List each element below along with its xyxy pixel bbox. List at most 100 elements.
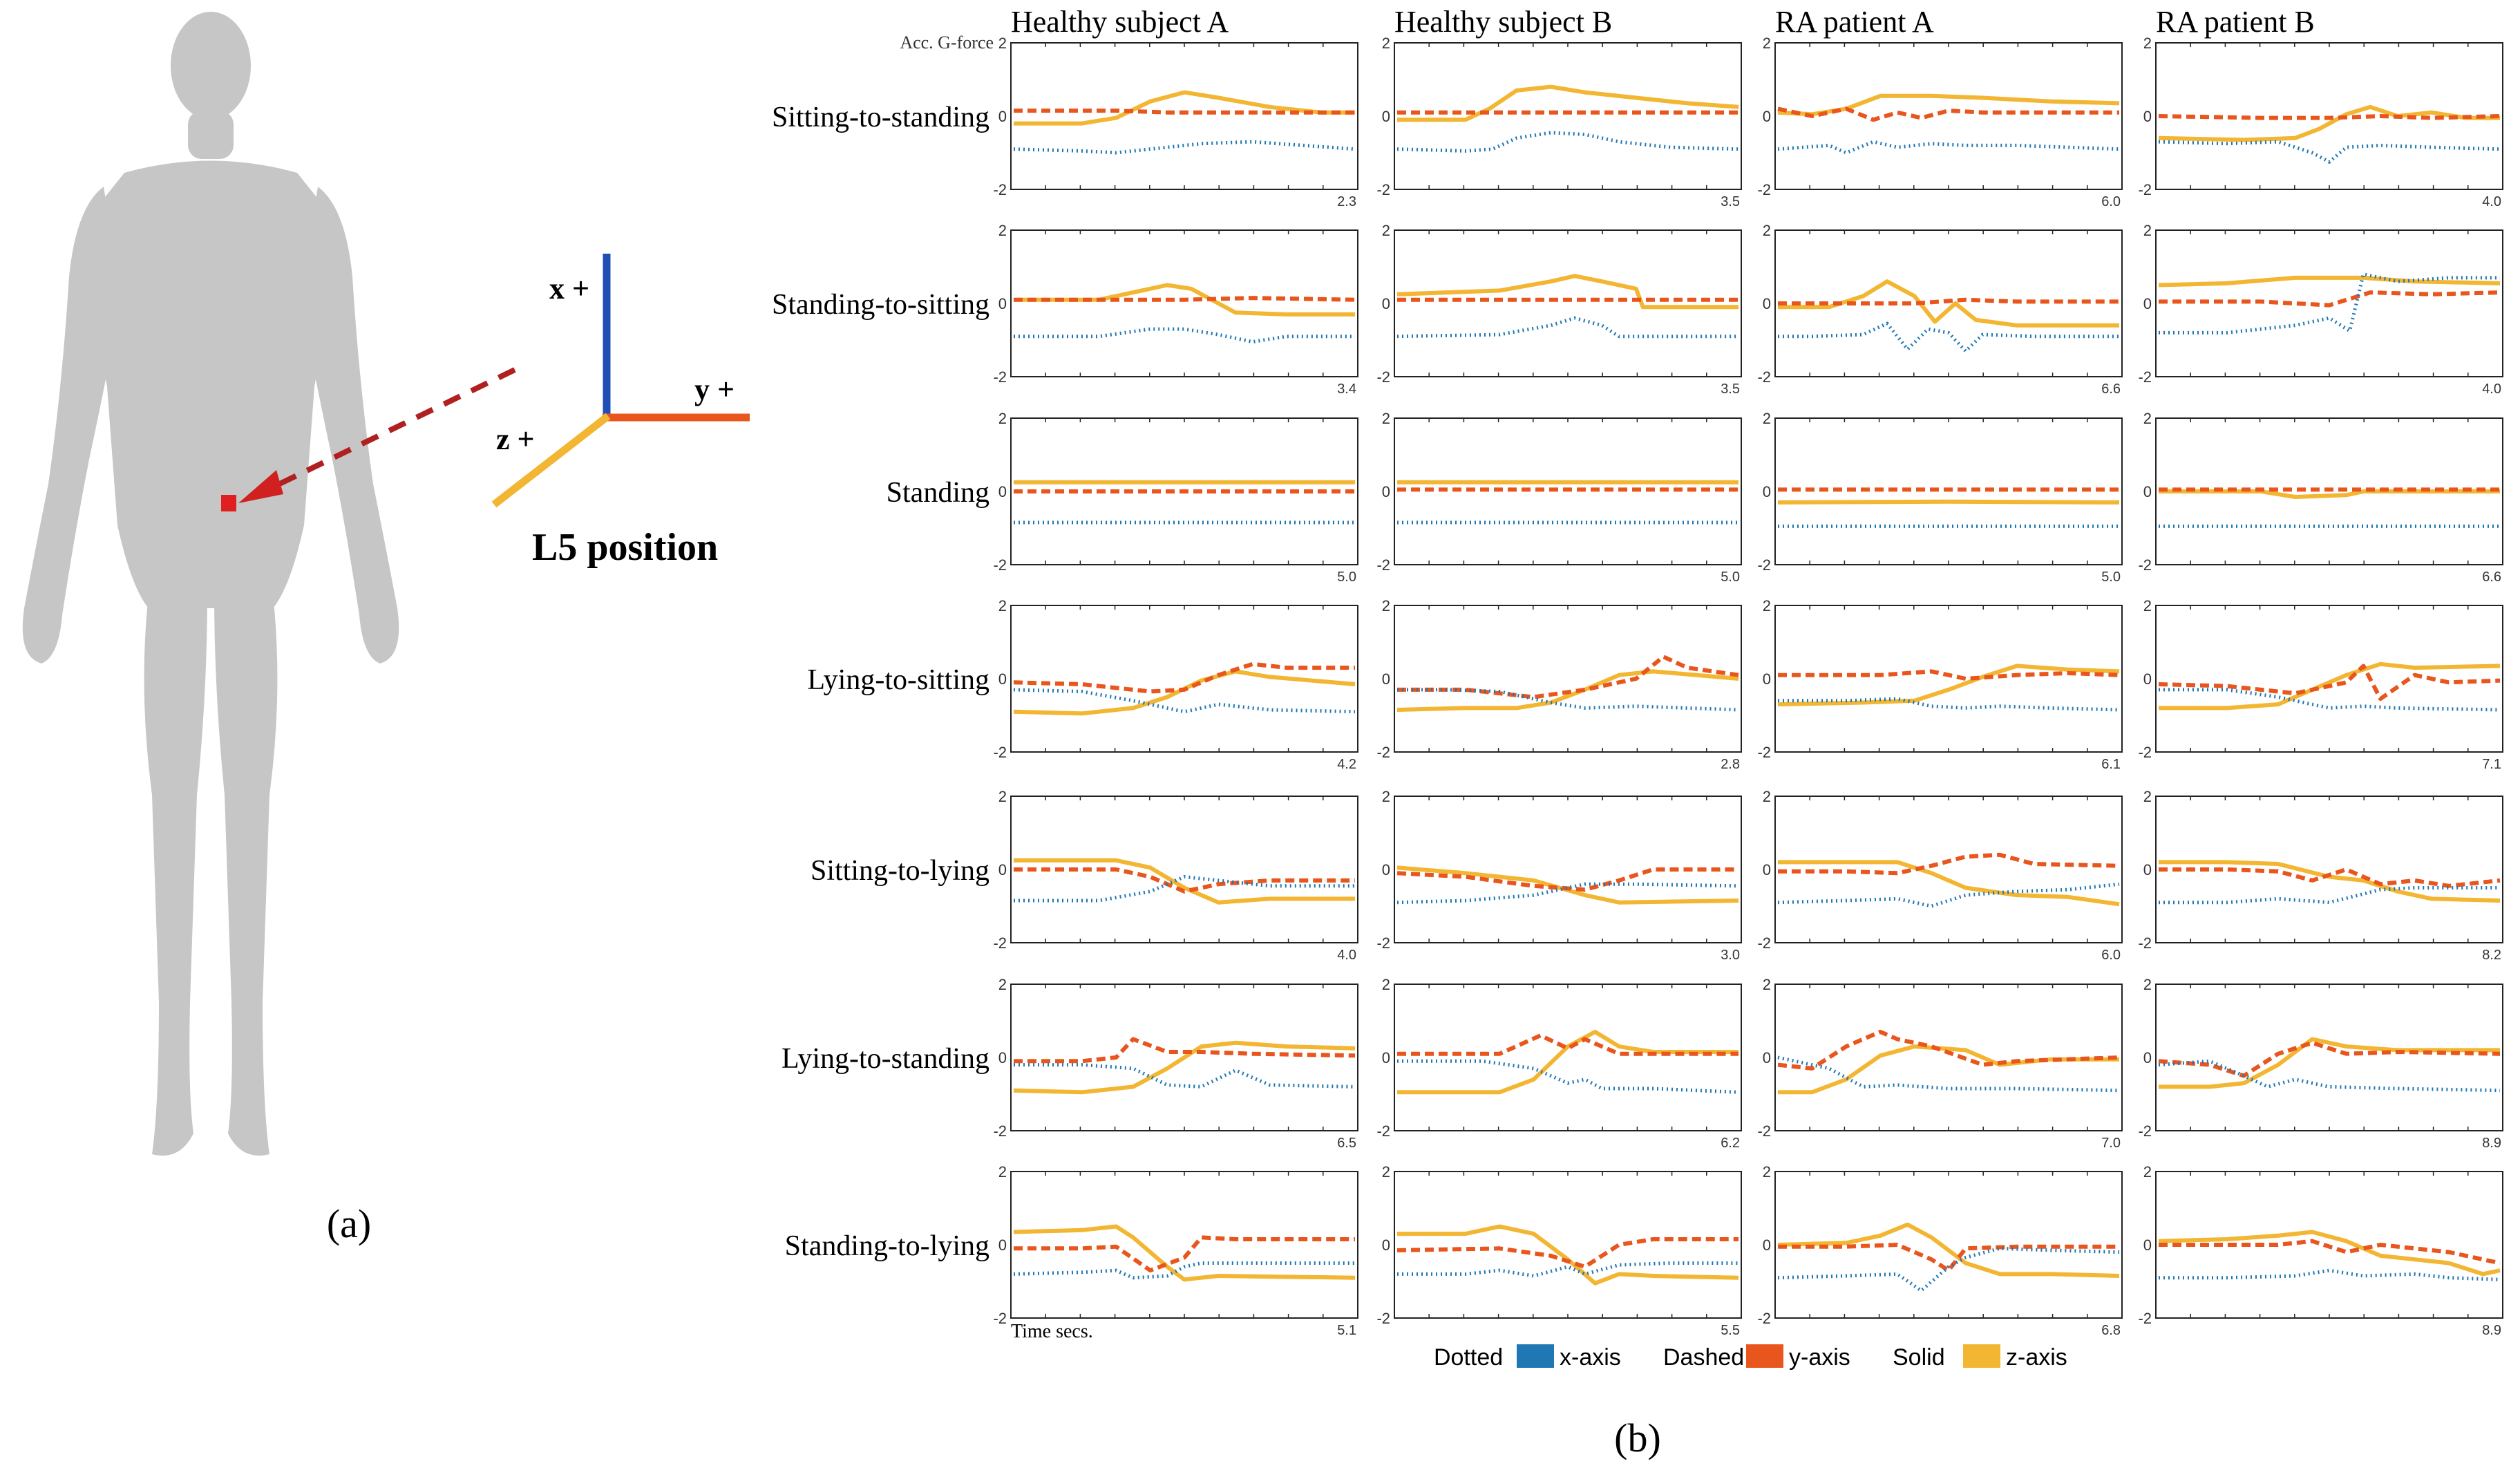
z-axis-series-line — [1777, 664, 2120, 707]
duration-label: 7.0 — [2101, 1136, 2121, 1151]
subplot-frame — [1010, 42, 1358, 190]
y-tick-label: 0 — [1382, 295, 1390, 312]
y-tick-label: 0 — [998, 861, 1007, 878]
duration-label: 3.0 — [1721, 948, 1740, 963]
z-axis-series-line — [2159, 661, 2501, 711]
z-axis-series-line — [1014, 283, 1355, 317]
z-axis-series-line — [2158, 1230, 2501, 1277]
duration-label: 2.8 — [1721, 757, 1740, 772]
y-axis-series-line — [1014, 109, 1355, 115]
y-tick-label: -2 — [1757, 1122, 1771, 1140]
x-axis-series-line — [2159, 1268, 2501, 1281]
body-torso — [95, 160, 327, 608]
y-axis-series-line — [1014, 296, 1356, 302]
row-label: Standing-to-lying — [785, 1230, 989, 1262]
y-tick-label: 0 — [1763, 1049, 1771, 1066]
duration-label: 3.4 — [1337, 382, 1356, 397]
y-tick-label: -2 — [2138, 1122, 2152, 1140]
legend-axis-label: x-axis — [1560, 1344, 1621, 1371]
y-tick-label: 2 — [2143, 1163, 2152, 1180]
y-tick-label: -2 — [1757, 181, 1771, 198]
y-tick-label: 2 — [1763, 976, 1771, 993]
axis-z-label: z + — [496, 422, 535, 456]
duration-label: 3.5 — [1721, 382, 1740, 397]
subplot: 2 0 -2 8.9 — [2138, 976, 2503, 1151]
subplot: 2 0 -2 2.3 — [993, 35, 1358, 209]
axis-z-line — [491, 413, 611, 508]
x-axis-series-line — [1396, 882, 1739, 905]
z-axis-series-line — [1778, 860, 2120, 907]
subplot: 2 0 -2 3.5 — [1376, 222, 1742, 397]
z-axis-series-line — [2159, 1037, 2500, 1089]
duration-label: 6.5 — [1337, 1136, 1356, 1151]
y-axis-series-line — [1777, 1029, 2120, 1071]
y-tick-label: 0 — [1763, 1236, 1771, 1254]
human-body-figure — [22, 12, 399, 1156]
y-tick-label: 0 — [998, 483, 1007, 500]
x-axis-series-line — [1397, 688, 1739, 712]
subplot-frame — [1010, 229, 1358, 377]
duration-label: 6.2 — [1721, 1136, 1740, 1151]
y-tick-label: -2 — [993, 744, 1007, 761]
y-tick-label: 2 — [1382, 976, 1390, 993]
subplot: 2 0 -2 5.1 — [993, 1163, 1358, 1338]
subplot-frame — [1394, 42, 1742, 190]
subplot: 2 0 -2 3.5 — [1376, 35, 1742, 209]
y-tick-label: 2 — [1382, 1163, 1390, 1180]
legend-style-label: Dashed — [1663, 1344, 1744, 1371]
arrow-head-icon — [238, 470, 283, 503]
subplot: 2 0 -2 4.0 — [2138, 35, 2503, 209]
x-axis-series-line — [2158, 140, 2501, 164]
y-tick-label: -2 — [993, 556, 1007, 574]
duration-label: 5.1 — [1337, 1323, 1356, 1338]
duration-label: 7.1 — [2482, 757, 2501, 772]
x-axis-series-line — [2159, 886, 2500, 905]
duration-label: 4.0 — [2482, 194, 2501, 209]
z-axis-series-line — [1396, 865, 1739, 905]
y-tick-label: 2 — [1382, 35, 1390, 52]
y-tick-label: -2 — [2138, 934, 2152, 952]
row-label: Lying-to-sitting — [807, 664, 989, 696]
subplot-frame — [1774, 229, 2123, 377]
y-tick-label: 2 — [998, 1163, 1007, 1180]
y-axis-series-line — [2159, 1239, 2501, 1266]
column-title: Healthy subject B — [1394, 5, 1612, 39]
y-tick-label: -2 — [1376, 556, 1390, 574]
y-tick-label: 2 — [1382, 222, 1390, 239]
y-tick-label: -2 — [2138, 1310, 2152, 1327]
z-axis-series-line — [2159, 860, 2501, 903]
subplot: 2 0 -2 4.2 — [993, 597, 1358, 772]
duration-label: 2.3 — [1337, 194, 1356, 209]
subplot-frame — [1774, 605, 2123, 753]
y-axis-series-line — [2158, 1040, 2501, 1078]
subplot: 2 0 -2 6.5 — [993, 976, 1358, 1151]
y-tick-label: -2 — [1757, 744, 1771, 761]
subplot: 2 0 -2 6.1 — [1757, 597, 2123, 772]
y-tick-label: 2 — [998, 410, 1007, 427]
y-axis-series-line — [1778, 1243, 2119, 1273]
y-tick-label: 0 — [998, 670, 1007, 688]
subplot: 2 0 -2 8.9 — [2138, 1163, 2503, 1338]
column-title: RA patient A — [1775, 5, 1934, 39]
duration-label: 8.2 — [2482, 948, 2501, 963]
y-axis-series-line — [1014, 1037, 1356, 1064]
axis-x-label: x + — [549, 272, 589, 305]
y-axis-series-line — [2158, 114, 2501, 120]
z-axis-series-line — [1014, 90, 1355, 126]
y-axis-series-line — [1396, 867, 1739, 892]
subplot-frame — [2155, 796, 2503, 943]
y-tick-label: -2 — [1376, 181, 1390, 198]
body-right-arm — [301, 187, 399, 664]
duration-label: 6.0 — [2101, 948, 2121, 963]
y-tick-label: 2 — [1382, 788, 1390, 805]
y-axis-series-line — [1397, 655, 1739, 699]
y-tick-label: 2 — [998, 597, 1007, 614]
y-tick-label: 0 — [1763, 670, 1771, 688]
y-tick-label: 0 — [1382, 483, 1390, 500]
y-tick-label: 0 — [1763, 295, 1771, 312]
y-tick-label: 0 — [1382, 670, 1390, 688]
body-neck — [188, 111, 234, 159]
y-axis-title: Acc. G-force — [900, 32, 994, 53]
y-tick-label: 2 — [2143, 597, 2152, 614]
